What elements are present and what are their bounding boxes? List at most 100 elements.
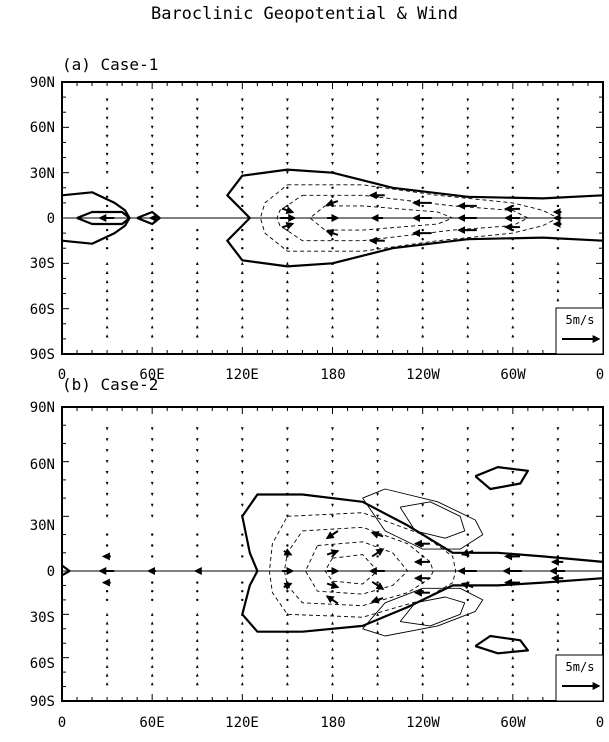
wind-vector-small — [376, 98, 379, 102]
xtick-label: 60E — [139, 715, 164, 731]
wind-vector-dot — [331, 204, 334, 208]
wind-vector-small — [150, 682, 154, 686]
wind-vector-dot — [286, 247, 289, 250]
wind-vector-small — [195, 134, 199, 138]
wind-vector-small — [240, 288, 244, 293]
wind-vector-small — [466, 334, 470, 338]
wind-vector-dot — [466, 247, 469, 250]
wind-vector-small — [195, 630, 199, 634]
wind-vector-dot — [286, 555, 289, 558]
wind-vector-small — [376, 630, 379, 634]
wind-vector-small — [466, 98, 470, 102]
wind-vector-small — [195, 334, 199, 338]
wind-vector-small — [331, 638, 334, 642]
wind-vector-dot — [196, 544, 199, 547]
wind-vector-small — [286, 673, 289, 677]
wind-vector-small — [105, 125, 109, 129]
wind-vector-small — [286, 449, 289, 453]
wind-vector — [326, 581, 340, 589]
wind-vector-small — [376, 298, 379, 302]
wind-vector-small — [511, 134, 515, 138]
wind-vector-small — [150, 143, 154, 148]
wind-vector-dot — [511, 598, 514, 602]
wind-vector-small — [376, 152, 379, 157]
wind-vector-dot — [151, 590, 154, 593]
wind-vector-small — [240, 492, 244, 497]
wind-vector-dot — [151, 247, 154, 250]
wind-vector — [460, 581, 474, 590]
wind-vector-dot — [556, 533, 560, 536]
panel-b-label: (b) Case-2 — [62, 375, 158, 394]
wind-vector-small — [421, 612, 425, 616]
wind-vector-dot — [421, 247, 424, 250]
wind-vector-dot — [151, 555, 154, 558]
wind-vector — [460, 548, 474, 557]
wind-vector-dot — [105, 598, 109, 602]
wind-vector-small — [331, 279, 334, 284]
wind-vector-small — [331, 152, 334, 157]
wind-vector-small — [466, 449, 470, 453]
wind-vector-dot — [286, 598, 289, 602]
wind-vector-small — [376, 171, 379, 175]
wind-vector-small — [150, 621, 154, 625]
wind-vector-small — [286, 471, 289, 475]
wind-vector-small — [466, 134, 470, 138]
wind-vector-dot — [421, 238, 424, 241]
wind-vector-small — [511, 612, 515, 616]
wind-vector-small — [421, 647, 425, 651]
wind-vector-small — [195, 427, 199, 431]
wind-vector-small — [556, 449, 560, 453]
contour-line-negative — [324, 554, 379, 585]
wind-vector-small — [240, 171, 244, 175]
wind-vector-dot — [105, 238, 109, 241]
wind-vector-small — [511, 98, 515, 102]
wind-vector-small — [105, 656, 109, 660]
wind-vector-small — [466, 279, 470, 284]
wind-vector-small — [331, 481, 334, 486]
wind-vector-dot — [241, 204, 244, 208]
wind-vector-dot — [151, 598, 154, 602]
wind-vector-dot — [286, 195, 289, 198]
wind-vector-small — [331, 647, 334, 651]
wind-vector-small — [466, 514, 470, 518]
wind-vector-small — [331, 98, 334, 102]
ytick-label: 30S — [30, 256, 55, 272]
wind-vector-dot — [196, 555, 199, 558]
wind-vector-small — [195, 298, 199, 302]
wind-vector-small — [195, 647, 199, 651]
wind-vector-small — [466, 125, 470, 129]
wind-vector-small — [466, 621, 470, 625]
wind-vector-small — [286, 612, 289, 616]
wind-vector-small — [376, 481, 379, 486]
wind-vector-small — [195, 449, 199, 453]
wind-vector-small — [105, 449, 109, 453]
wind-vector-small — [240, 307, 244, 311]
wind-vector-small — [195, 656, 199, 660]
wind-vector — [281, 222, 295, 230]
wind-vector-dot — [421, 195, 424, 198]
wind-vector-small — [286, 481, 289, 486]
wind-vector-dot — [421, 544, 424, 547]
wind-vector-small — [286, 438, 289, 442]
wind-vector-dot — [556, 186, 560, 189]
xtick-label: 120E — [225, 367, 259, 383]
wind-vector-dot — [331, 186, 334, 189]
wind-vector-dot — [196, 247, 199, 250]
wind-vector-small — [195, 171, 199, 175]
wind-vector-dot — [286, 238, 289, 241]
contour-line-negative — [283, 526, 434, 607]
wind-vector-dot — [105, 533, 109, 536]
wind-vector-dot — [421, 186, 424, 189]
wind-vector-small — [240, 460, 244, 464]
wind-vector-small — [105, 427, 109, 431]
wind-vector — [283, 548, 293, 556]
wind-vector-small — [466, 656, 470, 660]
wind-vector-small — [421, 682, 425, 686]
wind-vector-small — [466, 664, 470, 668]
wind-vector-dot — [286, 228, 289, 232]
wind-vector-small — [150, 279, 154, 284]
wind-vector-dot — [196, 186, 199, 189]
wind-vector — [371, 548, 385, 558]
wind-vector-small — [105, 664, 109, 668]
wind-vector-small — [240, 143, 244, 148]
